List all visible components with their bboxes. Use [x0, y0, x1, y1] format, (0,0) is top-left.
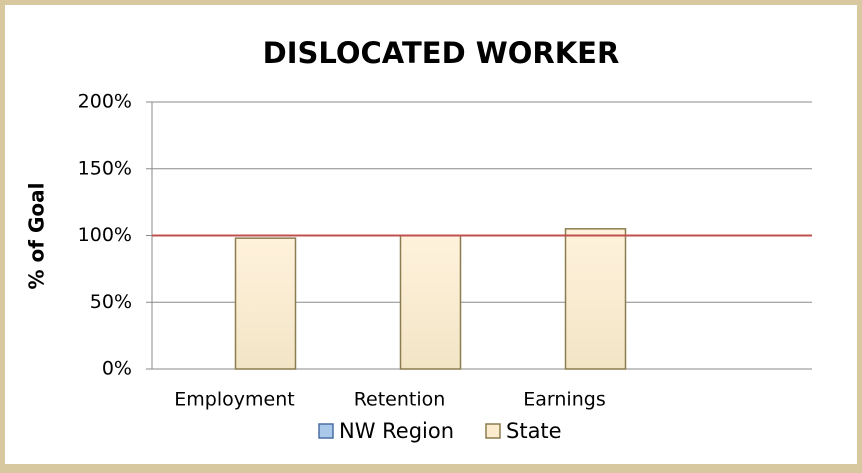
y-tick-label: 200% — [78, 91, 132, 113]
x-tick-label: Retention — [354, 389, 446, 411]
bar — [399, 234, 462, 370]
y-tick-label: 100% — [78, 224, 132, 246]
chart-title: DISLOCATED WORKER — [263, 36, 620, 70]
y-tick-label: 0% — [102, 358, 132, 380]
x-tick-label: Employment — [174, 389, 294, 411]
y-tick-label: 150% — [78, 157, 132, 179]
legend-label: State — [506, 419, 562, 443]
y-tick-label: 50% — [90, 291, 132, 313]
y-axis-title: % of Goal — [25, 183, 49, 290]
legend-swatch — [318, 423, 334, 439]
legend-swatch — [485, 423, 501, 439]
bar — [564, 228, 627, 370]
bar — [234, 237, 297, 370]
x-tick-label: Earnings — [523, 389, 605, 411]
legend-label: NW Region — [339, 419, 454, 443]
